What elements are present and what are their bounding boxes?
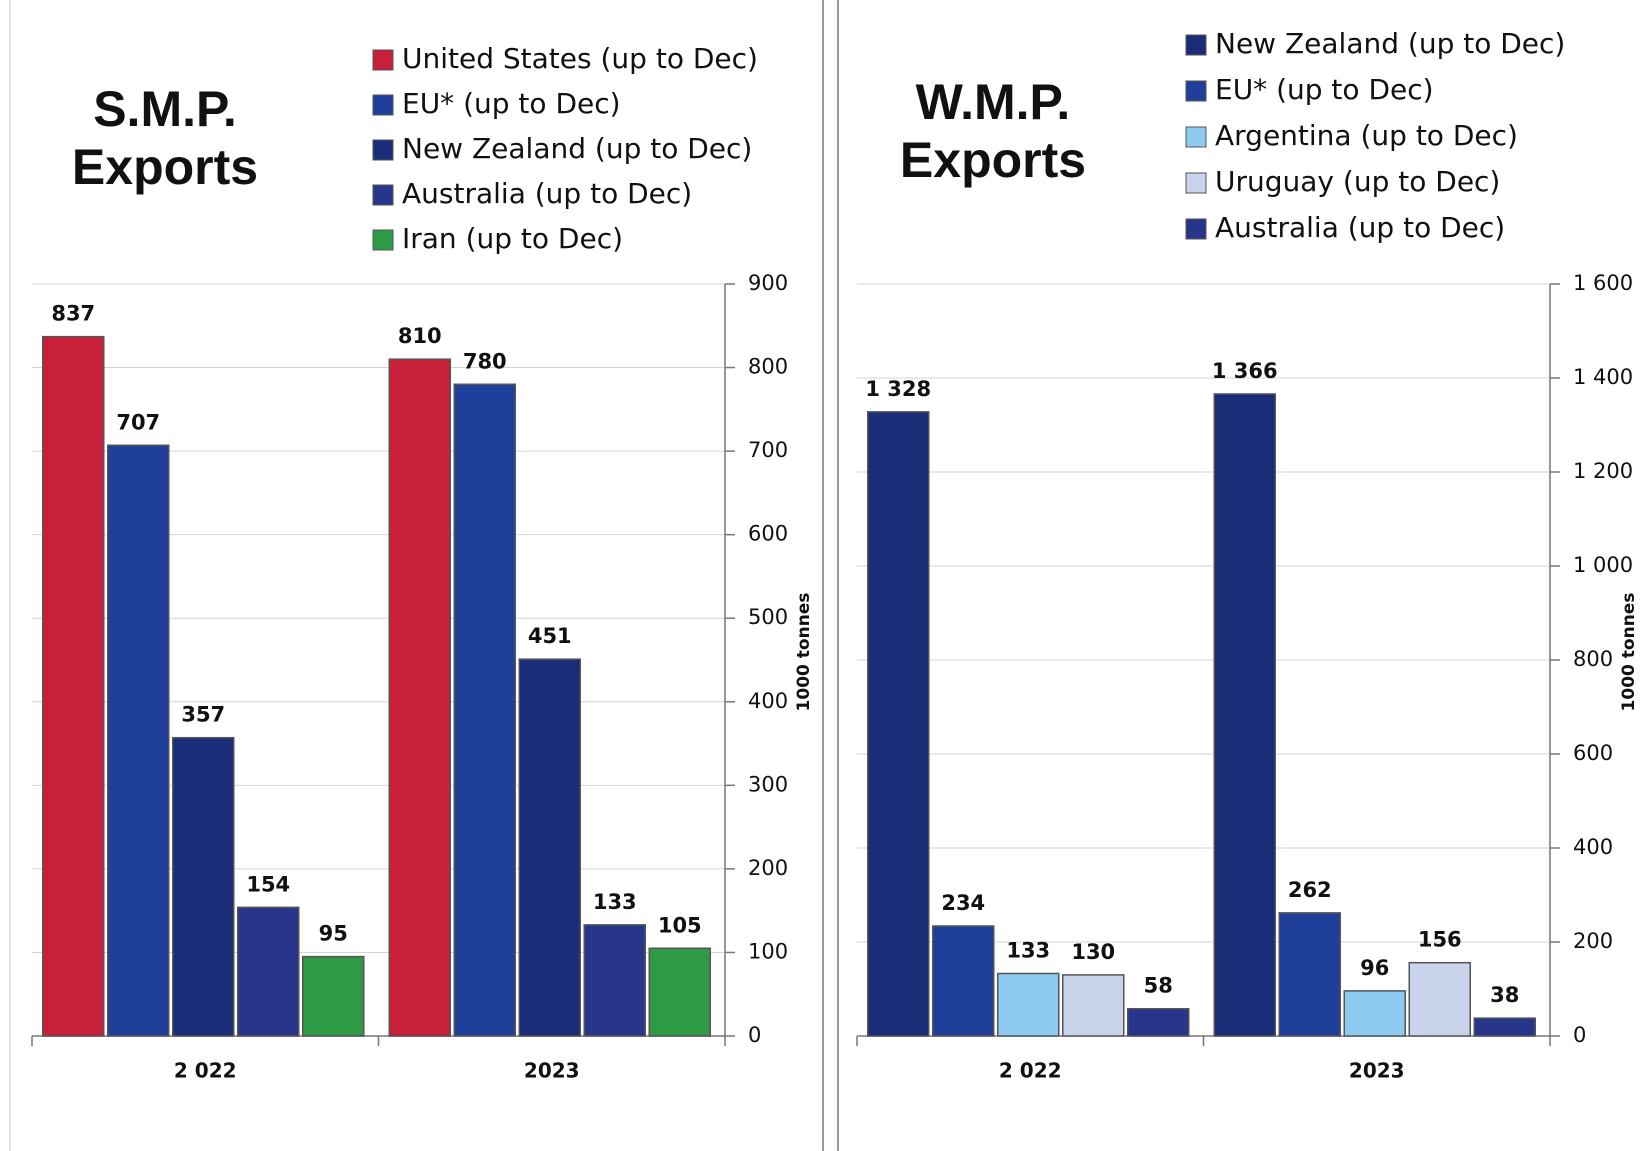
legend-swatch	[1185, 172, 1207, 194]
y-axis-label: 1000 tonnes	[794, 593, 814, 712]
bar	[1408, 961, 1471, 1037]
bar	[1473, 1017, 1536, 1037]
value-label: 357	[181, 703, 225, 727]
y-tick-label: 1 200	[1573, 459, 1633, 483]
y-tick-label: 200	[748, 856, 788, 880]
y-tick-label: 800	[1573, 647, 1613, 671]
bar	[42, 335, 105, 1037]
legend-swatch	[1185, 218, 1207, 240]
value-label: 451	[528, 624, 572, 648]
legend-label: EU* (up to Dec)	[1215, 73, 1434, 106]
y-tick-label: 800	[748, 355, 788, 379]
bar	[583, 924, 646, 1037]
value-label: 707	[116, 410, 160, 434]
bar	[867, 411, 930, 1037]
x-tick-label: 2 022	[174, 1059, 237, 1083]
value-label: 234	[941, 891, 985, 915]
bar	[237, 906, 300, 1037]
value-label: 105	[658, 913, 702, 937]
chart-title: S.M.P. Exports	[71, 81, 259, 195]
y-tick-label: 200	[1573, 929, 1613, 953]
y-tick-label: 1 000	[1573, 553, 1633, 577]
x-tick-label: 2 022	[999, 1059, 1062, 1083]
y-tick-label: 600	[1573, 741, 1613, 765]
bar	[932, 925, 995, 1037]
y-tick-label: 100	[748, 939, 788, 963]
value-label: 133	[1006, 938, 1050, 962]
bar	[518, 658, 581, 1037]
value-label: 1 366	[1212, 359, 1278, 383]
value-label: 1 328	[865, 377, 931, 401]
legend-swatch	[372, 139, 394, 161]
legend-label: United States (up to Dec)	[402, 42, 758, 75]
bar	[1343, 990, 1406, 1037]
value-label: 810	[398, 324, 442, 348]
legend-swatch	[372, 229, 394, 251]
y-tick-label: 700	[748, 438, 788, 462]
x-tick-label: 2023	[524, 1059, 580, 1083]
value-label: 837	[51, 302, 95, 326]
bar	[1062, 974, 1125, 1037]
legend-label: Iran (up to Dec)	[402, 222, 623, 255]
bar	[997, 972, 1060, 1037]
bar	[648, 947, 711, 1037]
value-label: 154	[246, 872, 290, 896]
bar	[1127, 1007, 1190, 1037]
bar	[172, 736, 235, 1037]
value-label: 133	[593, 890, 637, 914]
bar	[388, 358, 451, 1037]
bar	[453, 383, 516, 1037]
bar	[107, 444, 170, 1037]
value-label: 130	[1071, 940, 1115, 964]
legend-label: New Zealand (up to Dec)	[402, 132, 752, 165]
y-tick-label: 400	[748, 689, 788, 713]
bar	[1213, 393, 1276, 1037]
value-label: 95	[319, 922, 348, 946]
y-tick-label: 1 400	[1573, 365, 1633, 389]
legend-label: Australia (up to Dec)	[1215, 211, 1505, 244]
y-tick-label: 1 600	[1573, 271, 1633, 295]
y-tick-label: 0	[1573, 1023, 1586, 1047]
y-tick-label: 900	[748, 271, 788, 295]
y-tick-label: 500	[748, 605, 788, 629]
legend-swatch	[372, 94, 394, 116]
value-label: 58	[1144, 974, 1173, 998]
legend-swatch	[1185, 80, 1207, 102]
legend-label: Australia (up to Dec)	[402, 177, 692, 210]
y-axis-label: 1000 tonnes	[1619, 593, 1639, 712]
value-label: 156	[1418, 928, 1462, 952]
legend-swatch	[1185, 34, 1207, 56]
bar	[302, 955, 365, 1037]
chart-title: W.M.P. Exports	[899, 74, 1087, 188]
y-tick-label: 600	[748, 522, 788, 546]
legend-label: Argentina (up to Dec)	[1215, 119, 1518, 152]
value-label: 262	[1288, 878, 1332, 902]
y-tick-label: 400	[1573, 835, 1613, 859]
legend-swatch	[372, 49, 394, 71]
legend-label: Uruguay (up to Dec)	[1215, 165, 1500, 198]
legend-label: EU* (up to Dec)	[402, 87, 621, 120]
y-tick-label: 0	[748, 1023, 761, 1047]
value-label: 780	[463, 349, 507, 373]
value-label: 96	[1360, 956, 1389, 980]
legend-swatch	[1185, 126, 1207, 148]
bar	[1278, 912, 1341, 1037]
y-tick-label: 300	[748, 772, 788, 796]
value-label: 38	[1490, 983, 1519, 1007]
legend-label: New Zealand (up to Dec)	[1215, 27, 1565, 60]
legend-swatch	[372, 184, 394, 206]
x-tick-label: 2023	[1349, 1059, 1405, 1083]
